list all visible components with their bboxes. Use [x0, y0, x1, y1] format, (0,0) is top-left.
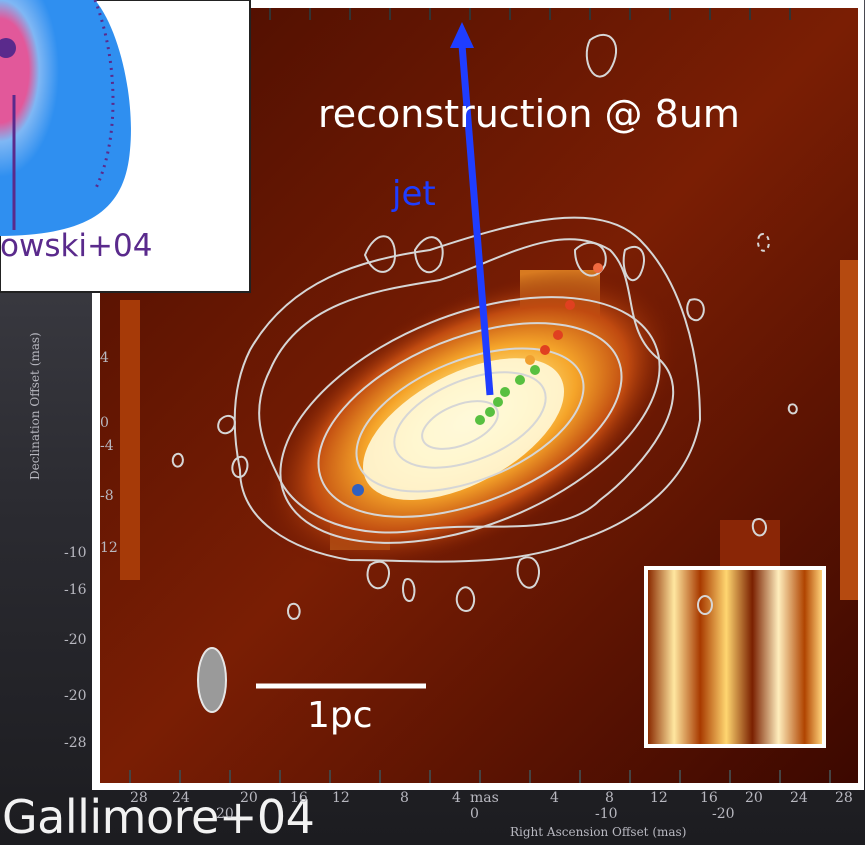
x-axis-title: Right Ascension Offset (mas) [510, 825, 687, 839]
torus-sketch-inset [0, 0, 251, 293]
x-tick-label: 12 [332, 790, 350, 806]
x-tick-label-lower: -10 [595, 806, 618, 822]
jet-label: jet [392, 174, 436, 214]
inset-reconstruction [644, 566, 826, 748]
y-tick-label: -16 [64, 582, 87, 598]
top-ticks [269, 8, 791, 20]
inset-author-label: owski+04 [0, 228, 153, 264]
y-tick-label: -10 [64, 545, 87, 561]
x-tick-label-lower: 0 [470, 806, 479, 822]
x-tick-label: 12 [650, 790, 668, 806]
y-tick-label: -28 [64, 735, 87, 751]
y-tick-label-inner: -8 [100, 488, 114, 504]
y-tick-label-inner: 4 [100, 350, 109, 366]
y-tick-label-inner: -4 [100, 438, 114, 454]
contour-lines [171, 33, 798, 622]
y-tick-label-inner: 0 [100, 415, 109, 431]
x-tick-label: 4 [452, 790, 461, 806]
x-tick-label: 20 [240, 790, 258, 806]
x-tick-label: mas [470, 790, 499, 806]
x-tick-label: 28 [130, 790, 148, 806]
scale-bar-label: 1pc [307, 695, 373, 736]
x-tick-label-lower: -20 [712, 806, 735, 822]
x-tick-label: 4 [550, 790, 559, 806]
x-tick-label: 24 [790, 790, 808, 806]
x-tick-label: 24 [172, 790, 190, 806]
x-tick-label: 16 [700, 790, 718, 806]
y-tick-label: -20 [64, 632, 87, 648]
y-axis-title: Declination Offset (mas) [28, 332, 42, 480]
y-tick-label: -20 [64, 688, 87, 704]
reconstruction-label: reconstruction @ 8um [318, 92, 740, 136]
beam-ellipse [197, 647, 227, 713]
x-tick-label: 20 [745, 790, 763, 806]
x-tick-label: 28 [835, 790, 853, 806]
jet-arrow [450, 22, 494, 396]
x-tick-label: 8 [400, 790, 409, 806]
bottom-ticks [129, 770, 831, 783]
x-tick-label-lower: 20 [216, 806, 234, 822]
credit-label: Gallimore+04 [2, 790, 315, 844]
x-tick-label: 8 [605, 790, 614, 806]
maser-points [352, 263, 603, 496]
x-tick-label: 16 [290, 790, 308, 806]
y-tick-label-inner: 12 [100, 540, 118, 556]
